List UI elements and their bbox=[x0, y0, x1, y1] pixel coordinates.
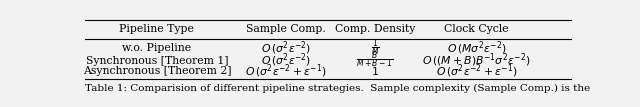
Text: $O\,(\sigma^2\varepsilon^{-2}+\varepsilon^{-1})$: $O\,(\sigma^2\varepsilon^{-2}+\varepsilo… bbox=[245, 62, 326, 80]
Text: Sample Comp.: Sample Comp. bbox=[246, 24, 326, 34]
Text: $1$: $1$ bbox=[371, 65, 379, 77]
Text: Asynchronous [Theorem 2]: Asynchronous [Theorem 2] bbox=[83, 66, 231, 76]
Text: $\frac{B}{M+B-1}$: $\frac{B}{M+B-1}$ bbox=[356, 50, 394, 71]
Text: $O\,(\sigma^2\varepsilon^{-2})$: $O\,(\sigma^2\varepsilon^{-2})$ bbox=[260, 39, 311, 57]
Text: $O\,(\sigma^2\varepsilon^{-2}+\varepsilon^{-1})$: $O\,(\sigma^2\varepsilon^{-2}+\varepsilo… bbox=[436, 62, 518, 80]
Text: Table 1: Comparision of different pipeline strategies.  Sample complexity (Sampl: Table 1: Comparision of different pipeli… bbox=[85, 84, 590, 93]
Text: Pipeline Type: Pipeline Type bbox=[120, 24, 195, 34]
Text: Clock Cycle: Clock Cycle bbox=[445, 24, 509, 34]
Text: w.o. Pipeline: w.o. Pipeline bbox=[122, 43, 191, 53]
Text: $O\,(M\sigma^2\varepsilon^{-2})$: $O\,(M\sigma^2\varepsilon^{-2})$ bbox=[447, 39, 507, 57]
Text: Comp. Density: Comp. Density bbox=[335, 24, 415, 34]
Text: $\frac{1}{M}$: $\frac{1}{M}$ bbox=[371, 37, 380, 59]
Text: $O\,((M+B)B^{-1}\sigma^2\varepsilon^{-2})$: $O\,((M+B)B^{-1}\sigma^2\varepsilon^{-2}… bbox=[422, 52, 531, 69]
Text: $O\,(\sigma^2\varepsilon^{-2})$: $O\,(\sigma^2\varepsilon^{-2})$ bbox=[260, 52, 311, 69]
Text: Synchronous [Theorem 1]: Synchronous [Theorem 1] bbox=[86, 56, 228, 66]
